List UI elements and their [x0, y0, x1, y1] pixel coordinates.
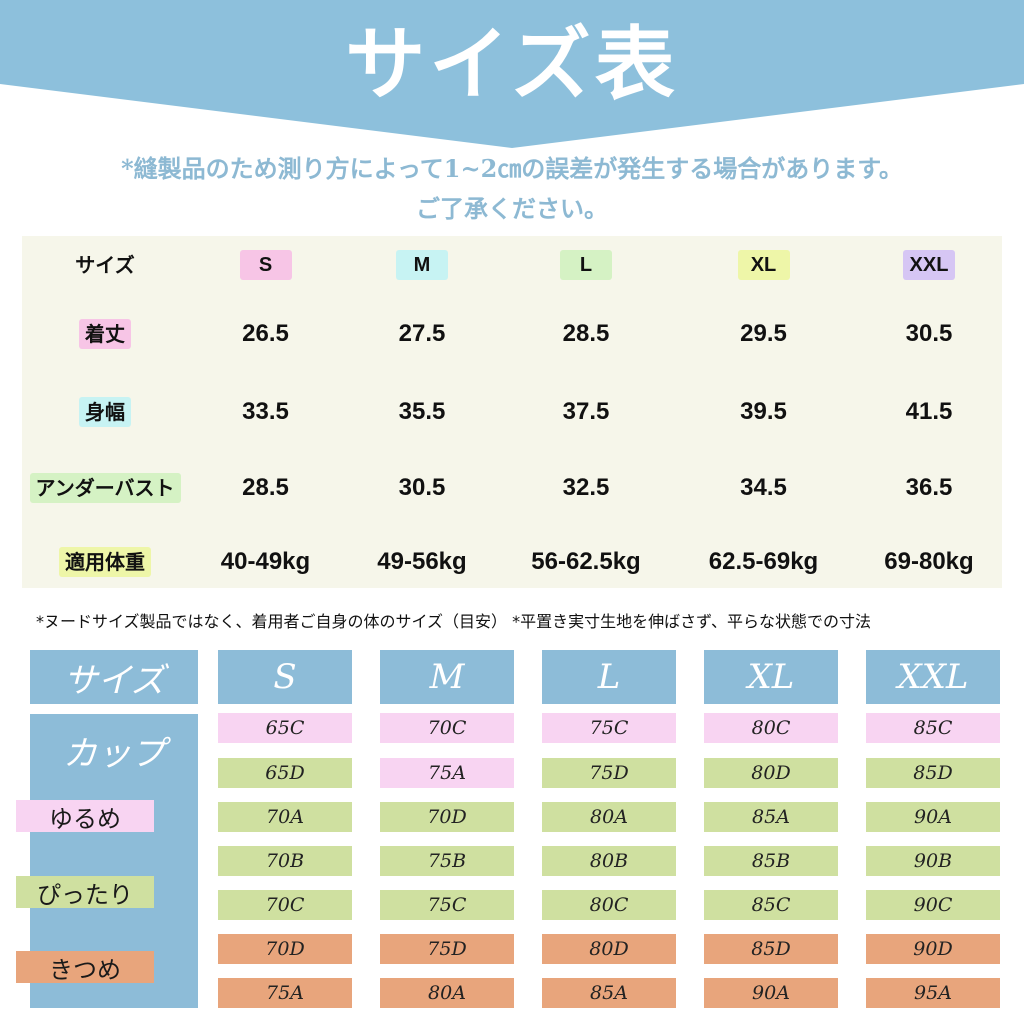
cup-size-cell: 90D	[866, 934, 1000, 964]
cup-size-cell: 95A	[866, 978, 1000, 1008]
measurement-label-chip: アンダーバスト	[29, 473, 181, 503]
cup-size-cell: 90B	[866, 846, 1000, 876]
measurement-row-label: 着丈	[22, 314, 188, 354]
cup-size-cell: 90A	[704, 978, 838, 1008]
measurement-value: 56-62.5kg	[531, 548, 641, 575]
cup-size-cell: 90C	[866, 890, 1000, 920]
cup-size-cell: 70C	[380, 713, 514, 743]
cup-size-cell: 75B	[380, 846, 514, 876]
measurement-value: 28.5	[562, 320, 610, 347]
size-chip: L	[560, 250, 612, 280]
cup-size-cell: 85C	[704, 890, 838, 920]
cup-size-cell: 75C	[542, 713, 676, 743]
measurement-value: 33.5	[242, 398, 289, 425]
cup-size-cell: 80C	[542, 890, 676, 920]
size-chip-cell: M	[343, 245, 501, 285]
measurement-row: 着丈 26.5 27.5 28.5 29.5 30.5	[22, 314, 1002, 354]
measurement-row-label: 適用体重	[22, 542, 188, 582]
measurement-value: 34.5	[740, 474, 787, 501]
measurement-value: 32.5	[562, 474, 610, 501]
size-header-label: サイズ	[75, 253, 135, 277]
cup-size-cell: 85D	[866, 758, 1000, 788]
fit-loose-label: ゆるめ	[16, 800, 154, 833]
page-title: サイズ表	[345, 17, 679, 111]
size-chip-cell: S	[188, 245, 343, 285]
size-chip-cell: XL	[671, 245, 856, 285]
measurement-row: 適用体重 40-49kg 49-56kg 56-62.5kg 62.5-69kg 69-8…	[22, 542, 1002, 582]
size-chip-cell: L	[501, 245, 671, 285]
cup-size-column-header: XL	[704, 650, 838, 704]
measurement-value: 28.5	[242, 474, 289, 501]
measurement-value: 29.5	[740, 320, 787, 347]
measurement-value: 69-80kg	[884, 548, 974, 575]
cup-size-cell: 85A	[704, 802, 838, 832]
cup-size-cell: 70C	[218, 890, 352, 920]
measurement-notice-thanks: ご了承ください。	[416, 194, 608, 223]
cup-size-cell: 65D	[218, 758, 352, 788]
measurement-value: 39.5	[740, 398, 787, 425]
cup-size-cell: 75A	[218, 978, 352, 1008]
cup-size-cell: 80A	[380, 978, 514, 1008]
measurement-table: サイズ S M L XL XXL 着丈 26.5 27.5 28.5 29.5 30.5 身…	[22, 236, 1002, 588]
measurement-value: 62.5-69kg	[708, 548, 819, 575]
size-chip: XL	[737, 250, 790, 280]
cup-size-cell: 80D	[704, 758, 838, 788]
cup-size-cell: 85D	[704, 934, 838, 964]
measurement-value: 30.5	[905, 320, 953, 347]
cup-label: カップ	[63, 734, 165, 774]
cup-size-cell: 75C	[380, 890, 514, 920]
measurement-value: 37.5	[562, 398, 610, 425]
cup-size-column-header: M	[380, 650, 514, 704]
cup-size-cell: 75D	[542, 758, 676, 788]
measurement-header-row: サイズ S M L XL XXL	[22, 245, 1002, 285]
cup-size-cell: 75A	[380, 758, 514, 788]
measurement-row: アンダーバスト 28.5 30.5 32.5 34.5 36.5	[22, 468, 1002, 508]
measurement-value: 40-49kg	[220, 548, 311, 575]
cup-size-cell: 65C	[218, 713, 352, 743]
measurement-value: 35.5	[398, 398, 446, 425]
size-chip: S	[239, 250, 292, 280]
cup-size-cell: 70B	[218, 846, 352, 876]
measurement-row-label: アンダーバスト	[22, 468, 188, 508]
measurement-row: 身幅 33.5 35.5 37.5 39.5 41.5	[22, 392, 1002, 432]
measurement-value: 30.5	[398, 474, 446, 501]
cup-size-cell: 70D	[380, 802, 514, 832]
cup-size-header: サイズ	[30, 650, 198, 704]
cup-size-cell: 70A	[218, 802, 352, 832]
cup-size-cell: 80C	[704, 713, 838, 743]
measurement-value: 27.5	[398, 320, 446, 347]
cup-size-cell: 80D	[542, 934, 676, 964]
cup-size-cell: 85A	[542, 978, 676, 1008]
cup-size-cell: 70D	[218, 934, 352, 964]
fit-tight-label: きつめ	[16, 951, 154, 984]
measurement-value: 36.5	[905, 474, 953, 501]
cup-size-column-header: S	[218, 650, 352, 704]
measurement-value: 49-56kg	[377, 548, 467, 575]
cup-size-column-header: XXL	[866, 650, 1000, 704]
size-chip: M	[396, 250, 448, 280]
measurement-row-label: 身幅	[22, 392, 188, 432]
measurement-notice: *縫製品のため測り方によって1~2㎝の誤差が発生する場合があります。	[121, 154, 903, 183]
measurement-label-chip: 身幅	[79, 397, 131, 427]
measurement-label-chip: 着丈	[79, 319, 131, 349]
size-footnote: *ヌードサイズ製品ではなく、着用者ご自身の体のサイズ（目安） *平置き実寸生地を…	[36, 612, 872, 631]
measurement-value: 26.5	[242, 320, 289, 347]
measurement-label-chip: 適用体重	[59, 547, 151, 577]
fit-snug-label: ぴったり	[16, 876, 154, 909]
cup-size-cell: 80B	[542, 846, 676, 876]
cup-size-cell: 90A	[866, 802, 1000, 832]
cup-size-column-header: L	[542, 650, 676, 704]
cup-size-cell: 85C	[866, 713, 1000, 743]
size-chip-cell: XXL	[856, 245, 1002, 285]
measurement-value: 41.5	[905, 398, 953, 425]
cup-size-cell: 80A	[542, 802, 676, 832]
cup-size-cell: 85B	[704, 846, 838, 876]
cup-size-cell: 75D	[380, 934, 514, 964]
size-chip: XXL	[903, 250, 955, 280]
